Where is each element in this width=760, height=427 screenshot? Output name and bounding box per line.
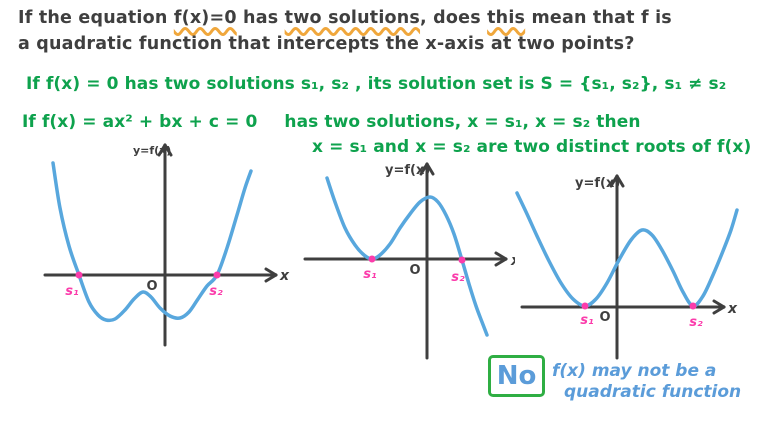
graph-w-curve-two-tangent-points: y=f(x) x Os₁ s₂ [515, 174, 739, 360]
origin-label: O [599, 310, 610, 325]
quadratic-solutions: has two solutions, x = s₁, x = s₂ then [284, 112, 641, 132]
x-axis-label: x [727, 301, 738, 317]
highlighted-this: this [487, 8, 526, 28]
x-axis-label: x [279, 268, 290, 284]
y-axis-arrow [609, 174, 619, 188]
root-label: s₂ [209, 284, 223, 299]
y-axis-arrow [419, 162, 429, 176]
x-axis-arrow [264, 267, 278, 277]
root-point [458, 256, 466, 264]
x-axis-arrow [264, 273, 278, 283]
root-label: s₁ [580, 313, 594, 328]
function-curve [325, 176, 489, 337]
question-segment: mean that f is [525, 8, 672, 28]
root-label: s₂ [689, 315, 703, 330]
y-axis-label: y=f(x) [385, 163, 430, 178]
highlighted-two-solutions: two solutions [284, 8, 421, 28]
note-quadratic-case: If f(x) = ax² + bx + c = 0 has two soluti… [22, 112, 641, 132]
question-text: If the equation f(x)=0 has two solutions… [18, 5, 672, 57]
root-point [75, 271, 83, 279]
root-point [689, 302, 697, 310]
question-segment: If the equation [18, 8, 174, 28]
root-label: s₁ [65, 284, 79, 299]
function-curve [51, 161, 253, 323]
graph-w-curve-crossing-two-roots: y=f(x) x Os₁ s₂ [43, 143, 290, 347]
y-axis-arrow [615, 174, 625, 188]
y-axis-label: y=f(x) [133, 144, 171, 157]
y-axis-arrow [163, 143, 173, 157]
root-point [213, 271, 221, 279]
quadratic-equation: If f(x) = ax² + bx + c = 0 [22, 112, 258, 132]
answer-box: No [488, 355, 545, 397]
x-axis-arrow [712, 305, 726, 315]
origin-label: O [409, 263, 420, 278]
x-axis-arrow [712, 299, 726, 309]
question-segment: has [236, 8, 285, 28]
note-solution-set: If f(x) = 0 has two solutions s₁, s₂ , i… [26, 74, 727, 94]
question-line-2: a quadratic function that intercepts the… [18, 34, 635, 54]
graph-cubic-curve-tangent-and-crossing: y=f(x) x Os₁ s₂ [303, 162, 515, 360]
answer-verdict: No [496, 361, 537, 391]
question-line-1: If the equation f(x)=0 has two solutions… [18, 5, 672, 31]
highlighted-equation: f(x)=0 [173, 8, 237, 28]
function-curve [515, 191, 739, 308]
root-point [581, 302, 589, 310]
y-axis-arrow [157, 143, 167, 157]
x-axis-label: x [510, 253, 515, 269]
root-label: s₁ [363, 267, 377, 282]
question-segment: , does [420, 8, 488, 28]
root-label: s₂ [451, 270, 465, 285]
answer-note: f(x) may not be a quadratic function [552, 361, 741, 403]
answer-note-line-1: f(x) may not be a [552, 361, 717, 381]
x-axis-arrow [494, 257, 508, 267]
x-axis-arrow [494, 251, 508, 261]
note-distinct-roots: x = s₁ and x = s₂ are two distinct roots… [312, 137, 752, 157]
origin-label: O [146, 279, 157, 294]
answer-note-line-2: quadratic function [564, 382, 742, 402]
root-point [368, 255, 376, 263]
y-axis-arrow [425, 162, 435, 176]
y-axis-label: y=f(x) [575, 176, 620, 191]
